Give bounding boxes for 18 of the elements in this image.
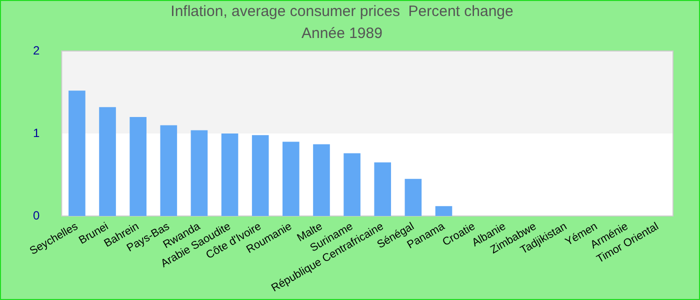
bar: [313, 144, 330, 216]
bar: [190, 130, 208, 216]
y-tick-label: 1: [32, 126, 40, 140]
chart-subtitle: Année 1989: [302, 25, 382, 42]
bar: [435, 206, 452, 216]
bar: [221, 133, 238, 216]
bar: [252, 135, 269, 216]
y-tick-label: 0: [32, 208, 40, 222]
bar: [282, 142, 300, 216]
bar: [374, 162, 392, 216]
bar: [404, 178, 422, 216]
y-tick-label: 2: [32, 43, 40, 58]
bar: [344, 153, 360, 216]
bar: [99, 107, 116, 216]
chart-title: Inflation, average consumer prices Percent change: [170, 3, 514, 20]
bar: [160, 125, 178, 216]
bar: [130, 116, 146, 216]
bar: [68, 90, 86, 216]
